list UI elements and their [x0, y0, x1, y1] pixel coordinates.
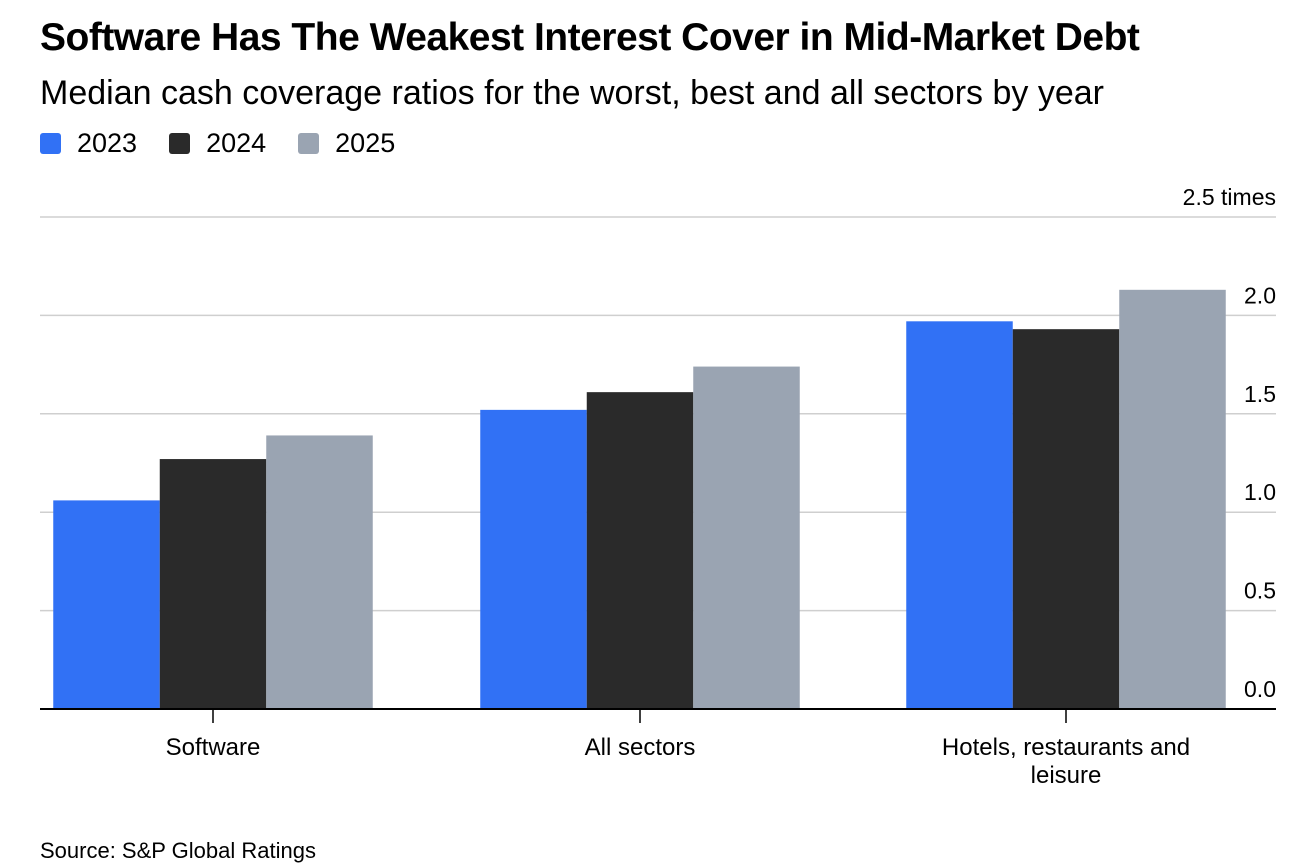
- legend-swatch-2024: [169, 133, 191, 154]
- legend-item-2025: 2025: [298, 128, 395, 159]
- bar-software-2024: [159, 459, 267, 709]
- bar-all-sectors-2025: [693, 366, 800, 709]
- bar-chart: 0.0 0.5 1.0 1.5 2.0 2.5 times Software All sec…: [40, 184, 1276, 789]
- bar-all-sectors-2023: [480, 409, 587, 709]
- legend-swatch-2023: [40, 133, 61, 154]
- legend-swatch-2025: [298, 133, 320, 154]
- x-tick-label-software: Software: [166, 734, 261, 761]
- y-tick-label-1-5: 1.5: [1244, 381, 1276, 407]
- y-tick-label-2-0: 2.0: [1244, 282, 1276, 308]
- legend: 2023 2024 2025: [40, 128, 427, 159]
- y-tick-label-1-0: 1.0: [1244, 479, 1276, 505]
- legend-label-2023: 2023: [77, 128, 138, 158]
- bar-software-2023: [53, 500, 160, 709]
- x-axis-labels: Software All sectors Hotels, restaurants a…: [166, 734, 1190, 789]
- legend-label-2025: 2025: [335, 128, 396, 158]
- y-tick-label-2-5-times: 2.5 times: [1183, 184, 1276, 210]
- source-note: Source: S&P Global Ratings: [40, 838, 316, 863]
- legend-item-2024: 2024: [169, 128, 266, 159]
- bar-hotels-restaurants-and-leisure-2025: [1119, 289, 1226, 709]
- bar-software-2025: [266, 435, 373, 709]
- bar-hotels-restaurants-and-leisure-2023: [906, 321, 1013, 709]
- y-axis-labels: 0.0 0.5 1.0 1.5 2.0 2.5 times: [1183, 184, 1276, 702]
- chart-subtitle: Median cash coverage ratios for the wors…: [40, 74, 1104, 112]
- x-axis: [40, 708, 1276, 723]
- x-tick-label-hotels-restaurants-and-leisure: Hotels, restaurants and leisure: [942, 734, 1190, 789]
- y-tick-label-0-5: 0.5: [1244, 578, 1276, 604]
- bar-all-sectors-2024: [586, 392, 694, 709]
- bars: [53, 289, 1226, 709]
- legend-label-2024: 2024: [206, 128, 267, 158]
- bar-hotels-restaurants-and-leisure-2024: [1012, 329, 1120, 709]
- chart-title: Software Has The Weakest Interest Cover …: [40, 16, 1140, 59]
- x-tick-label-all-sectors: All sectors: [585, 734, 696, 761]
- y-tick-label-0-0: 0.0: [1244, 676, 1276, 702]
- legend-item-2023: 2023: [40, 128, 137, 159]
